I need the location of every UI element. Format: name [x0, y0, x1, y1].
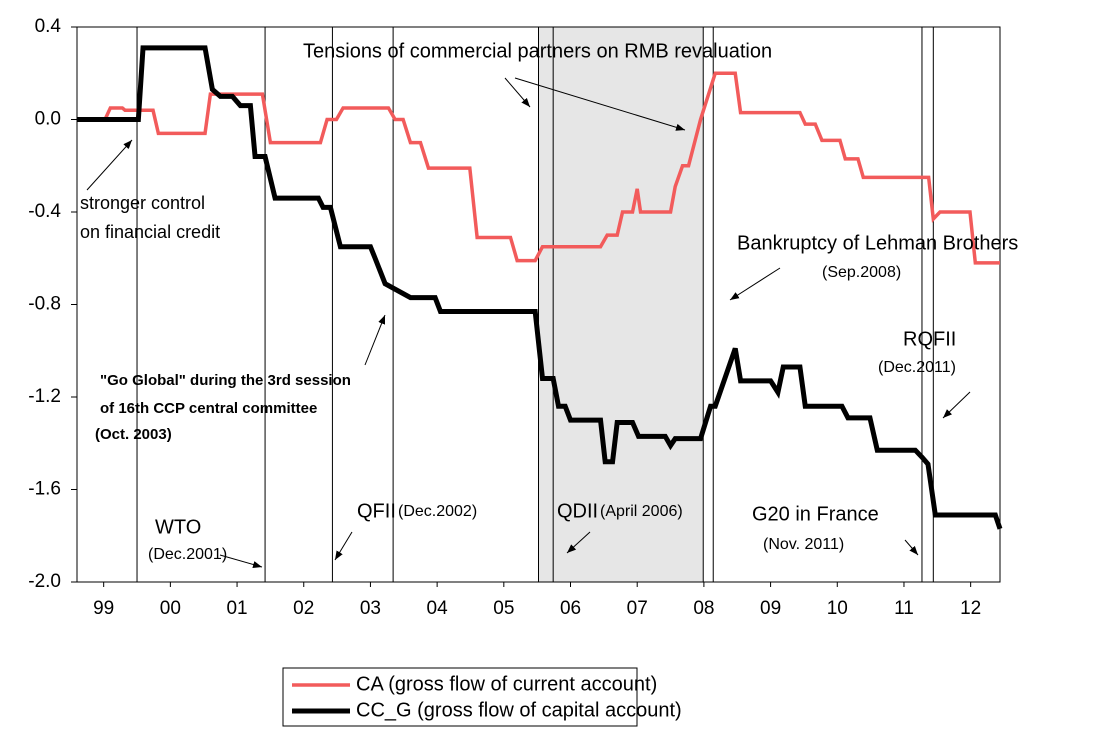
y-tick-label: -2.0	[28, 571, 61, 592]
x-tick-label: 99	[93, 598, 114, 619]
annotation: G20 in France	[752, 503, 879, 525]
x-tick-label: 08	[693, 598, 714, 619]
legend-label: CC_G (gross flow of capital account)	[356, 699, 682, 721]
annotation-arrow	[364, 314, 386, 366]
annotation-arrow	[334, 531, 353, 561]
x-tick-label: 01	[226, 598, 247, 619]
annotation: QFII	[357, 500, 396, 522]
y-tick-label: 0.0	[35, 109, 61, 130]
series-line	[77, 71, 1000, 265]
legend-box	[282, 667, 638, 727]
x-tick-label: 07	[627, 598, 648, 619]
annotation-arrow	[942, 391, 971, 419]
x-tick-label: 11	[894, 598, 914, 619]
x-tick-label: 12	[960, 598, 981, 619]
annotation: Tensions of commercial partners on RMB r…	[303, 40, 772, 62]
annotation: QDII	[557, 500, 598, 522]
annotation: (Oct. 2003)	[95, 426, 172, 443]
x-tick-label: 06	[560, 598, 581, 619]
y-tick-label: 0.4	[35, 16, 62, 37]
annotation: on financial credit	[80, 222, 220, 242]
annotation: Bankruptcy of Lehman Brothers	[737, 232, 1018, 254]
x-tick-label: 04	[427, 598, 449, 619]
y-tick-label: -1.6	[28, 479, 61, 500]
x-tick-label: 09	[760, 598, 781, 619]
series-line	[77, 45, 1003, 530]
x-tick-label: 03	[360, 598, 381, 619]
y-tick-label: -1.2	[28, 386, 61, 407]
annotation: stronger control	[80, 193, 205, 213]
annotation: (Dec.2001)	[148, 546, 227, 563]
legend-label: CA (gross flow of current account)	[356, 673, 657, 695]
annotation: RQFII	[903, 328, 956, 350]
y-tick-label: -0.8	[28, 294, 61, 315]
annotation-arrow	[86, 139, 133, 191]
annotation-arrow	[219, 554, 263, 568]
shaded-period	[538, 26, 704, 583]
x-tick-label: 02	[293, 598, 314, 619]
x-tick-label: 10	[827, 598, 848, 619]
annotation: (Dec.2002)	[398, 503, 477, 520]
annotation: (Nov. 2011)	[763, 536, 844, 553]
annotation: of 16th CCP central committee	[100, 400, 317, 417]
annotation-arrow	[729, 267, 781, 301]
annotation: (Sep.2008)	[822, 264, 901, 281]
annotation-arrow	[566, 531, 591, 554]
annotation: WTO	[155, 516, 201, 538]
annotation: (Dec.2011)	[878, 359, 956, 376]
annotation: "Go Global" during the 3rd session	[100, 372, 351, 389]
annotation-arrow	[904, 539, 919, 556]
annotation-arrow	[504, 77, 531, 108]
y-tick-label: -0.4	[28, 201, 61, 222]
annotation: (April 2006)	[600, 503, 683, 520]
x-tick-label: 05	[493, 598, 514, 619]
annotation-arrow	[514, 77, 686, 131]
x-tick-label: 00	[160, 598, 181, 619]
